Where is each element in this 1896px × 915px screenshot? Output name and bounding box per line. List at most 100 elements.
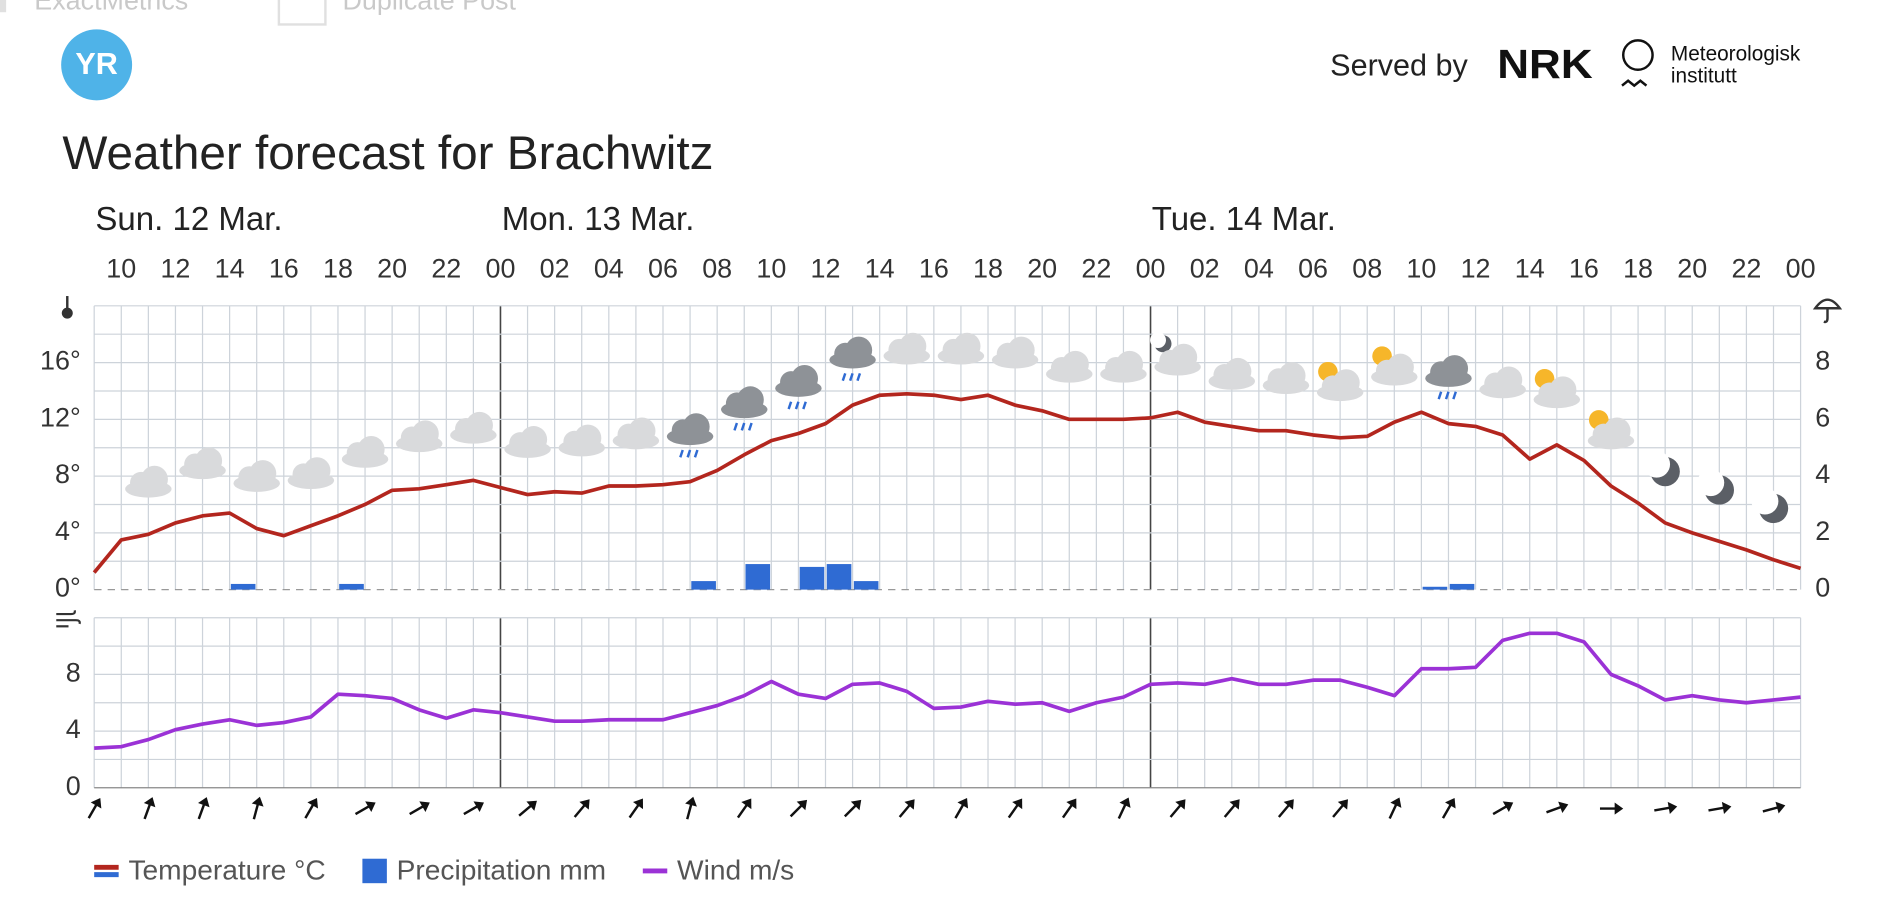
wind-arrow	[87, 797, 102, 819]
cloud-part	[303, 457, 331, 485]
x-tick-label: 00	[1136, 253, 1166, 283]
wind-arrow	[518, 800, 537, 817]
cloud-part	[1278, 362, 1306, 390]
x-tick-label: 22	[431, 253, 461, 283]
wind-arrow	[143, 797, 156, 820]
precipitation-bar	[1449, 583, 1475, 590]
wind-arrow	[685, 796, 697, 820]
weather-icon	[395, 420, 443, 453]
moon-cut	[1751, 487, 1779, 515]
rain-drop	[747, 422, 753, 431]
x-tick-label: 02	[540, 253, 570, 283]
toolbar-item[interactable]: Duplicate Post	[343, 0, 517, 16]
toolbar: ExactMetrics Duplicate Post	[0, 0, 517, 26]
arrow-head	[957, 797, 969, 809]
x-tick-label: 20	[377, 253, 407, 283]
x-tick-label: 20	[1677, 253, 1707, 283]
weather-icon	[721, 386, 768, 431]
wind-arrow	[1599, 802, 1624, 815]
precipitation-bar	[853, 581, 879, 590]
arrow-head	[1390, 797, 1402, 808]
weather-icon	[1262, 362, 1310, 394]
x-tick-label: 22	[1081, 253, 1111, 283]
arrow-head	[1175, 799, 1186, 810]
arrow-head	[632, 798, 644, 810]
cloud-part	[1386, 353, 1414, 381]
cloud-part	[736, 386, 764, 414]
rain-drop	[1444, 391, 1450, 400]
rain-drop	[686, 449, 692, 458]
x-tick-label: 18	[1623, 253, 1653, 283]
cloud-part	[411, 420, 439, 448]
arrow-head	[526, 800, 537, 811]
arrow-head	[904, 799, 915, 810]
wind-arrow	[1332, 799, 1348, 818]
weather-icon	[1425, 355, 1472, 400]
cloud-part	[1603, 417, 1631, 445]
nrk-logo: NRK	[1497, 41, 1592, 87]
legend-label: Temperature °C	[128, 855, 325, 886]
cloud-part	[1007, 336, 1035, 364]
wind-arrow	[1762, 801, 1786, 814]
x-tick-label: 12	[811, 253, 841, 283]
temperature-line	[92, 391, 1802, 574]
y2-tick-label: 2	[1815, 516, 1830, 546]
x-tick-label: 18	[323, 253, 353, 283]
x-tick-label: 16	[269, 253, 299, 283]
cloud-part	[682, 413, 710, 441]
cloud-part	[357, 435, 385, 463]
weather-icon	[666, 413, 714, 458]
cloud-part	[791, 365, 818, 392]
x-tick-label: 08	[1352, 253, 1382, 283]
y-tick-label: 12°	[40, 402, 81, 432]
x-tick-label: 04	[594, 253, 624, 283]
toolbar-icon	[277, 0, 327, 26]
cloud-part	[1441, 355, 1469, 383]
weather-icon	[1100, 350, 1147, 383]
y-tick-label: 0°	[55, 573, 81, 603]
weather-icon	[937, 332, 985, 365]
cloud-part	[1549, 376, 1577, 404]
cloud-part	[195, 447, 223, 475]
wind-arrow	[898, 799, 915, 818]
day-label: Mon. 13 Mar.	[502, 200, 695, 237]
weather-icon	[775, 365, 822, 410]
rain-drop	[1437, 391, 1443, 400]
cloud-part	[1332, 369, 1360, 397]
moon-cut	[1697, 469, 1725, 497]
toolbar-item[interactable]: ExactMetrics	[34, 0, 188, 16]
rain-drop	[787, 401, 793, 410]
y2-tick-label: 0	[1815, 573, 1830, 603]
arrow-head	[685, 796, 697, 807]
wind-arrow	[1117, 797, 1131, 820]
rain-drop	[841, 372, 847, 382]
weather-icon	[1533, 369, 1581, 409]
logo[interactable]	[61, 29, 133, 101]
weather-icon	[125, 465, 172, 498]
weather-icon	[233, 460, 280, 492]
precipitation-bar	[691, 581, 716, 590]
wind-arrow	[1223, 799, 1240, 818]
arrow-head	[251, 796, 264, 807]
rain-drop	[740, 422, 746, 431]
y-tick-label: 8°	[55, 459, 81, 489]
x-tick-label: 14	[1515, 253, 1545, 283]
rain-drop	[693, 449, 699, 458]
x-tick-label: 20	[1027, 253, 1057, 283]
weather-icon	[883, 332, 931, 365]
precipitation-bar	[339, 583, 364, 590]
y2-tick-label: 6	[1815, 402, 1830, 432]
cloud-part	[1170, 343, 1198, 371]
y-tick-label: 16°	[40, 346, 81, 376]
weather-icon	[1751, 487, 1789, 524]
moon-cut	[1643, 450, 1671, 478]
x-tick-label: 00	[1786, 253, 1816, 283]
x-tick-label: 10	[1406, 253, 1436, 283]
rain-drop	[679, 449, 684, 458]
cloud-part	[574, 424, 602, 452]
weather-icon	[829, 336, 876, 382]
weather-icon	[1316, 361, 1364, 402]
arrow-head	[1775, 801, 1786, 814]
weather-icon	[450, 411, 497, 444]
